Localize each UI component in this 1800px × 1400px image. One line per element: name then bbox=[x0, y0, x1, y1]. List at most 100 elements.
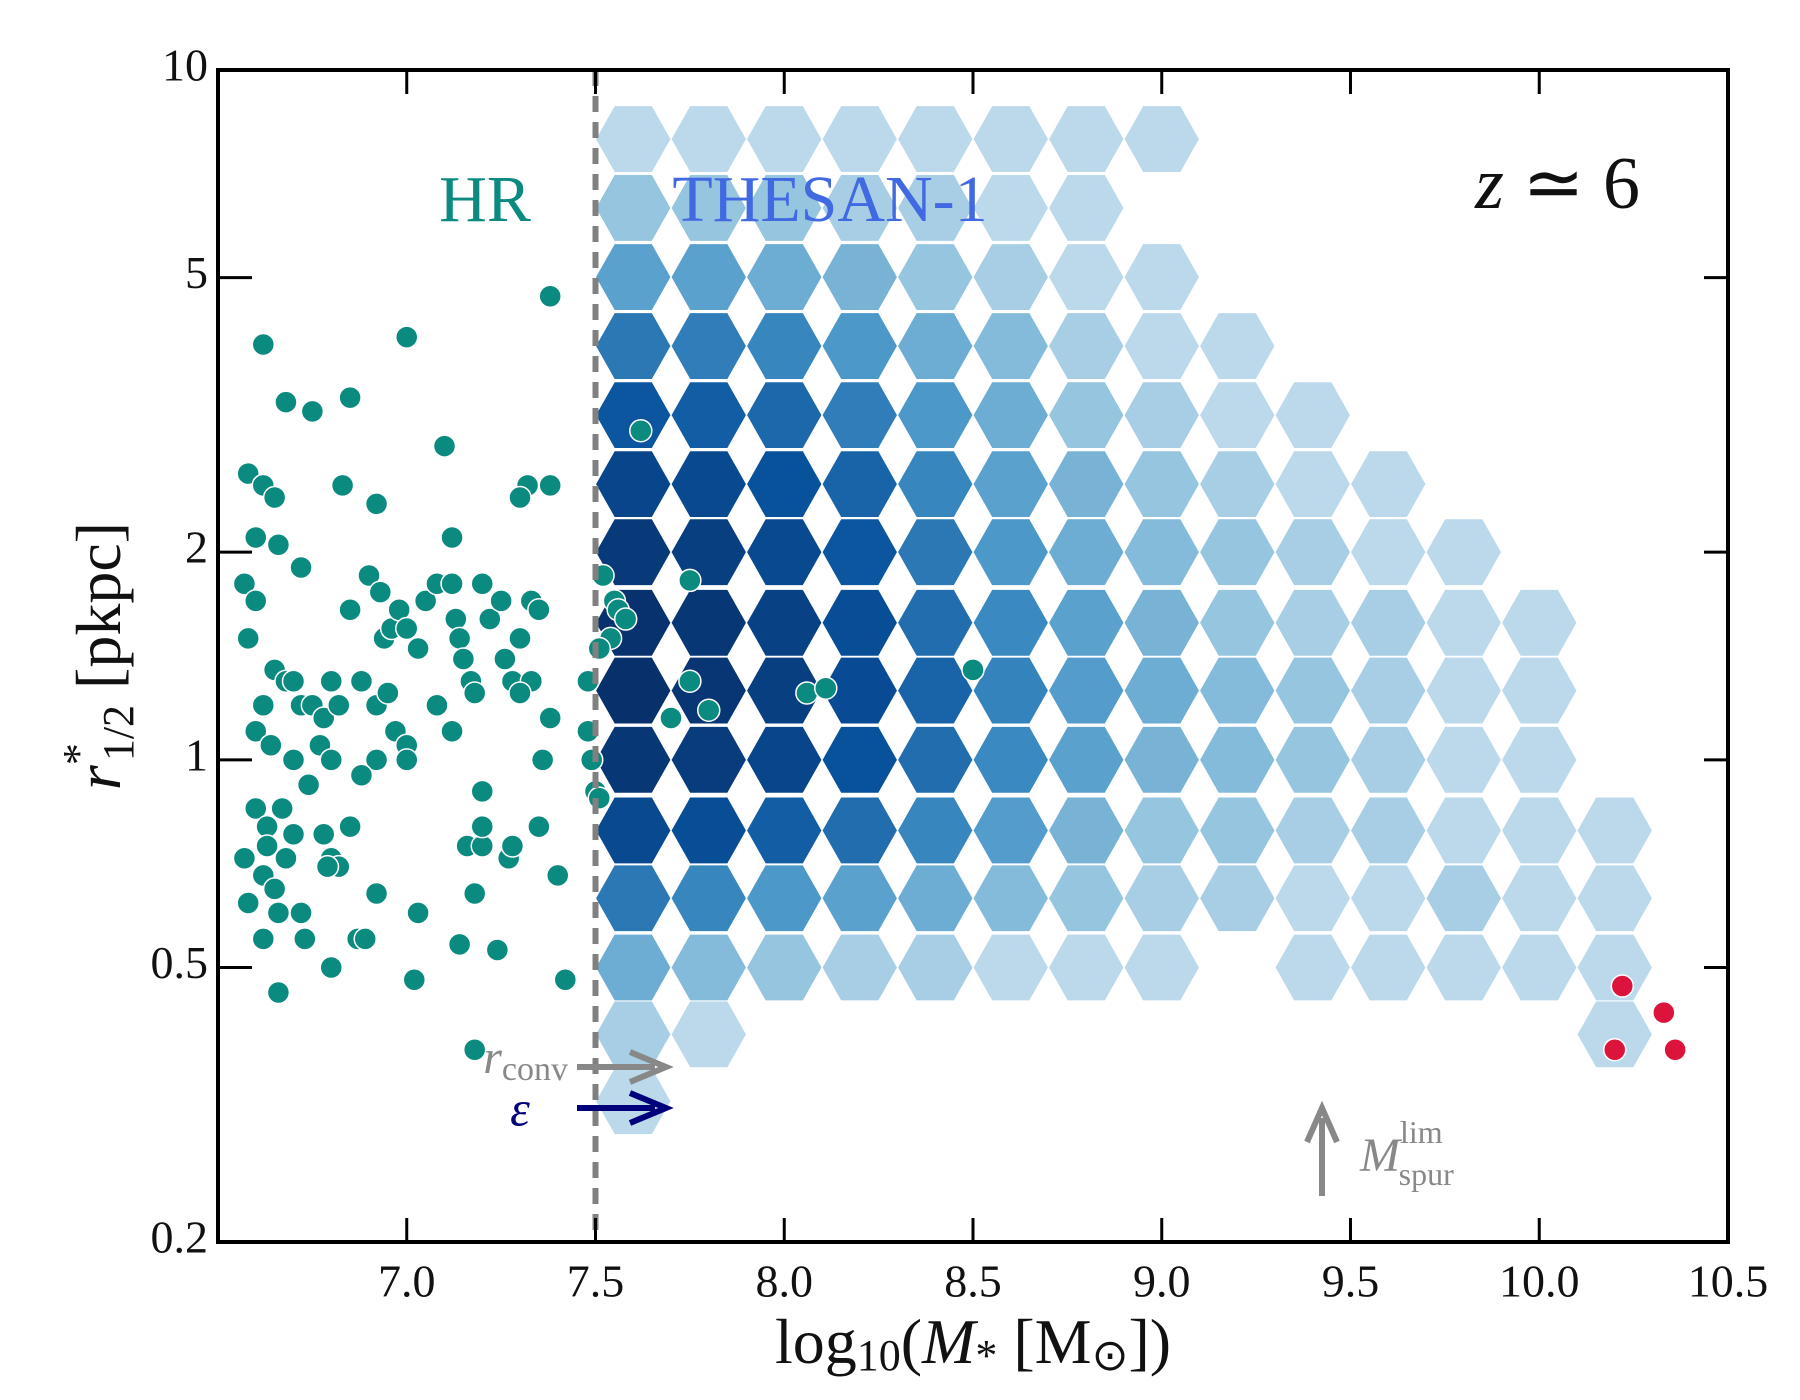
hex-cell bbox=[594, 725, 672, 794]
x-tick-label: 10.5 bbox=[1688, 1256, 1769, 1307]
hex-cell bbox=[1351, 313, 1427, 380]
scatter-point bbox=[327, 693, 351, 717]
scatter-point bbox=[1610, 974, 1635, 998]
scatter-point bbox=[530, 748, 555, 772]
hex-cell bbox=[1577, 589, 1653, 656]
hex-cell bbox=[1123, 796, 1201, 865]
hex-cell bbox=[745, 588, 823, 657]
hex-cell bbox=[1274, 864, 1352, 933]
scatter-point bbox=[451, 647, 476, 671]
hex-cell bbox=[1426, 382, 1502, 449]
scatter-point bbox=[251, 332, 276, 357]
hex-cell bbox=[1124, 175, 1200, 242]
hex-cell bbox=[1502, 1068, 1578, 1135]
hex-cell bbox=[747, 1001, 823, 1068]
scatter-point bbox=[289, 555, 313, 580]
scatter-point bbox=[508, 681, 532, 705]
yl-star: * bbox=[54, 743, 103, 765]
hex-cell bbox=[972, 518, 1050, 587]
scatter-point bbox=[262, 485, 287, 510]
hex-cell bbox=[1123, 381, 1201, 450]
redshift-label: z ≃ 6 bbox=[1474, 143, 1640, 225]
hex-cell bbox=[1200, 175, 1276, 242]
hex-cell bbox=[747, 1068, 823, 1135]
scatter-point bbox=[493, 647, 517, 671]
axes: 7.0 7.5 8.0 8.5 9.0 9.5 10.0 10.5 0.2 0.5 1 2 5 10 bbox=[151, 40, 1769, 1307]
xl-log: log bbox=[775, 1306, 857, 1377]
hex-cell bbox=[1500, 796, 1578, 865]
scatter-point bbox=[281, 669, 306, 693]
scatter-point bbox=[376, 681, 400, 705]
hex-cell bbox=[1349, 725, 1427, 794]
scatter-point bbox=[553, 967, 578, 992]
hex-cell bbox=[671, 1068, 747, 1135]
hex-cell bbox=[745, 450, 823, 519]
scatter-point bbox=[296, 773, 321, 797]
hex-cell bbox=[745, 312, 823, 380]
m-spur-label: Mlim spur bbox=[1359, 1114, 1454, 1192]
hex-cell bbox=[1426, 451, 1502, 518]
scatter-point bbox=[508, 626, 532, 651]
x-axis-label: log10(M* [M⊙]) bbox=[775, 1306, 1171, 1380]
hex-cell bbox=[594, 243, 672, 311]
hex-cell bbox=[1500, 864, 1578, 933]
hex-cell bbox=[822, 1068, 898, 1135]
hex-cell bbox=[670, 243, 748, 311]
hex-cell bbox=[594, 1000, 672, 1069]
hex-cell bbox=[1124, 1001, 1200, 1068]
scatter-point bbox=[470, 571, 494, 596]
scatter-point bbox=[1663, 1037, 1687, 1062]
scatter-point bbox=[406, 901, 430, 925]
hex-cell bbox=[1200, 244, 1276, 311]
hex-cell bbox=[1351, 244, 1427, 311]
hex-cell bbox=[745, 518, 823, 587]
hex-cell bbox=[821, 450, 899, 519]
r-conv-arrowhead bbox=[628, 1049, 674, 1085]
plot-frame bbox=[216, 68, 1730, 1244]
hex-cell bbox=[1351, 382, 1427, 449]
hex-cell bbox=[1123, 656, 1201, 725]
scatter-point bbox=[236, 626, 260, 651]
xl-msun: [M bbox=[997, 1306, 1091, 1377]
scatter-point bbox=[1652, 1000, 1676, 1025]
hex-cell bbox=[1425, 796, 1503, 865]
hex-cell bbox=[1047, 518, 1125, 587]
hex-cell bbox=[972, 588, 1050, 657]
scatter-point bbox=[406, 636, 430, 661]
scatter-point bbox=[270, 796, 294, 821]
hex-cell bbox=[1275, 244, 1351, 311]
scatter-point bbox=[251, 693, 276, 717]
hex-cell bbox=[1577, 382, 1653, 449]
hex-cell bbox=[1047, 656, 1125, 725]
scatter-point bbox=[349, 669, 374, 693]
scatter-point bbox=[395, 325, 419, 349]
xl-close: ]) bbox=[1128, 1306, 1171, 1377]
hex-cell bbox=[594, 312, 672, 380]
hex-cell bbox=[1198, 312, 1276, 380]
scatter-point bbox=[462, 1037, 487, 1062]
hex-cell bbox=[1426, 1001, 1502, 1068]
y-tick-label: 10 bbox=[162, 40, 208, 91]
hex-cell bbox=[1123, 725, 1201, 794]
scatter-point bbox=[266, 901, 291, 925]
xl-m: M bbox=[921, 1306, 979, 1377]
hex-cell bbox=[1047, 312, 1125, 380]
scatter-point bbox=[364, 881, 389, 906]
x-tick-label: 7.5 bbox=[567, 1256, 625, 1307]
scatter-point bbox=[579, 748, 604, 772]
hex-cell bbox=[822, 1001, 898, 1068]
hex-cell bbox=[1425, 518, 1503, 587]
hex-cell bbox=[1200, 1001, 1276, 1068]
hex-cell bbox=[670, 725, 748, 794]
hex-cell bbox=[1274, 518, 1352, 587]
hex-cell bbox=[821, 518, 899, 587]
thesan-label: THESAN-1 bbox=[672, 163, 987, 236]
hex-cell bbox=[972, 243, 1050, 311]
hex-cell bbox=[670, 588, 748, 657]
scatter-point bbox=[527, 598, 551, 622]
scatter-point bbox=[319, 955, 343, 980]
hex-cell bbox=[896, 518, 974, 587]
hex-cell bbox=[896, 588, 974, 657]
hex-cell bbox=[1502, 382, 1578, 449]
hex-cell bbox=[1047, 450, 1125, 519]
